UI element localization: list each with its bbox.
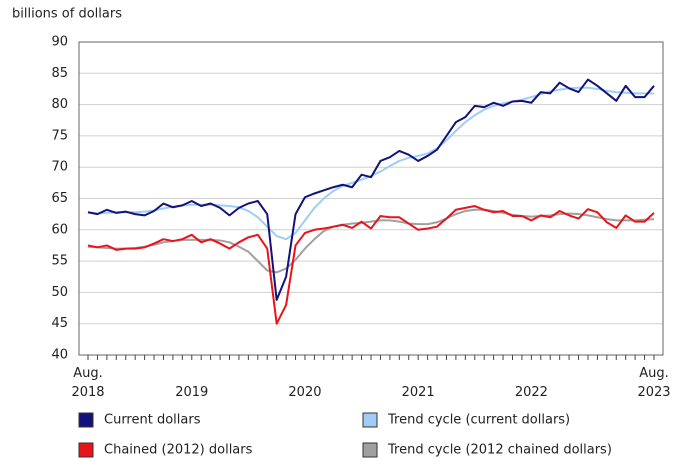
legend-label: Trend cycle (2012 chained dollars)	[387, 443, 612, 458]
y-tick-label: 75	[51, 128, 68, 143]
x-tick-label: Aug. 2023	[637, 366, 671, 400]
x-tick-label: 2020	[288, 385, 322, 400]
x-tick-label: 2019	[175, 385, 209, 400]
y-tick-label: 40	[51, 348, 68, 363]
series-line	[87, 205, 655, 325]
y-tick-label: 45	[51, 316, 68, 331]
legend-label: Trend cycle (current dollars)	[387, 413, 570, 428]
x-tick-label: 2021	[401, 385, 435, 400]
legend-swatch	[362, 412, 378, 428]
y-axis-title: billions of dollars	[12, 7, 122, 22]
x-tick-label: 2022	[514, 385, 548, 400]
y-tick-label: 85	[51, 66, 68, 81]
y-tick-label: 60	[51, 222, 68, 237]
legend-swatch	[362, 442, 378, 458]
y-tick-label: 80	[51, 97, 68, 112]
legend-label: Current dollars	[104, 413, 201, 428]
y-tick-label: 50	[51, 285, 68, 300]
series-line	[87, 86, 654, 241]
y-tick-label: 70	[51, 160, 68, 175]
legend-swatch	[78, 412, 94, 428]
legend-label: Chained (2012) dollars	[104, 443, 253, 458]
y-tick-label: 90	[51, 35, 68, 50]
y-tick-label: 55	[51, 254, 68, 269]
x-tick-label: Aug. 2018	[71, 366, 105, 400]
legend-swatch	[78, 442, 94, 458]
y-tick-label: 65	[51, 191, 68, 206]
series-line	[87, 78, 655, 301]
